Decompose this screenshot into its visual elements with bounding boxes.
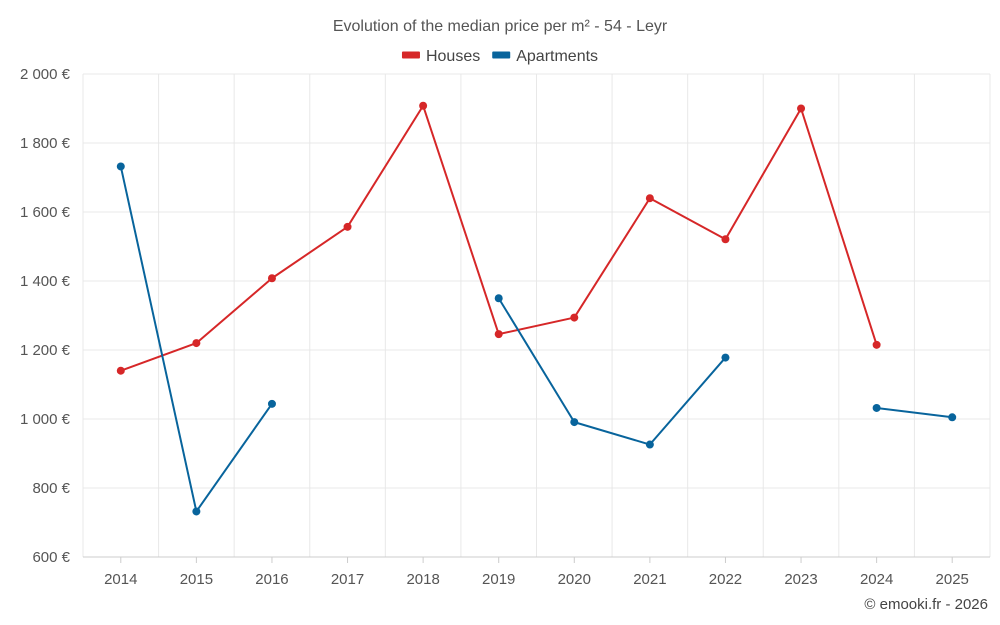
data-point-houses[interactable] [343,222,352,231]
legend-swatch [401,51,420,59]
data-point-apartments[interactable] [645,440,654,449]
x-tick-label: 2019 [482,571,515,588]
legend-item-apartments[interactable]: Apartments [492,48,598,65]
chart-title: Evolution of the median price per m² - 5… [333,18,668,35]
x-tick-label: 2021 [633,571,666,588]
series-apartments [116,162,957,516]
data-point-houses[interactable] [872,340,881,349]
data-point-apartments[interactable] [948,413,957,422]
data-point-apartments[interactable] [267,399,276,408]
x-tick-label: 2014 [104,571,137,588]
data-point-houses[interactable] [116,366,125,375]
legend-swatch [492,51,511,59]
series-group [116,101,957,516]
data-point-houses[interactable] [797,104,806,113]
x-tick-label: 2025 [936,571,969,588]
y-tick-label: 800 € [32,480,70,497]
data-point-houses[interactable] [721,235,730,244]
data-point-apartments[interactable] [494,294,503,303]
data-point-apartments[interactable] [570,418,579,427]
legend-item-houses[interactable]: Houses [401,48,480,65]
x-tick-label: 2023 [784,571,817,588]
data-point-houses[interactable] [645,194,654,203]
series-houses [116,101,881,375]
x-tick-label: 2024 [860,571,893,588]
legend-label: Houses [426,48,480,65]
series-line-apartments [497,297,727,446]
y-tick-label: 1 400 € [20,273,71,290]
y-tick-label: 1 600 € [20,204,71,221]
y-tick-label: 1 000 € [20,411,71,428]
gridlines [82,73,991,558]
data-point-apartments[interactable] [116,162,125,171]
data-point-apartments[interactable] [872,403,881,412]
data-point-houses[interactable] [570,313,579,322]
credit-text: © emooki.fr - 2026 [864,596,988,613]
y-tick-label: 2 000 € [20,66,71,83]
legend-label: Apartments [516,48,598,65]
x-tick-label: 2022 [709,571,742,588]
y-tick-label: 1 200 € [20,342,71,359]
data-point-houses[interactable] [419,101,428,110]
data-point-houses[interactable] [494,330,503,339]
x-tick-label: 2017 [331,571,364,588]
series-line-apartments [876,406,953,419]
y-tick-label: 600 € [32,549,70,566]
x-tick-label: 2015 [180,571,213,588]
legend: Houses Apartments [401,48,598,65]
x-axis: 2014 2015 2016 2017 2018 2019 2020 2021 2022 2023… [104,557,969,588]
y-axis: 600 € 800 € 1 000 € 1 200 € 1 400 € 1 600 € 1 … [20,66,71,566]
series-line-apartments [119,166,273,513]
x-tick-label: 2016 [255,571,288,588]
data-point-apartments[interactable] [192,507,201,516]
data-point-houses[interactable] [267,274,276,283]
y-tick-label: 1 800 € [20,135,71,152]
data-point-apartments[interactable] [721,353,730,362]
x-tick-label: 2018 [406,571,439,588]
x-tick-label: 2020 [558,571,591,588]
data-point-houses[interactable] [192,339,201,348]
